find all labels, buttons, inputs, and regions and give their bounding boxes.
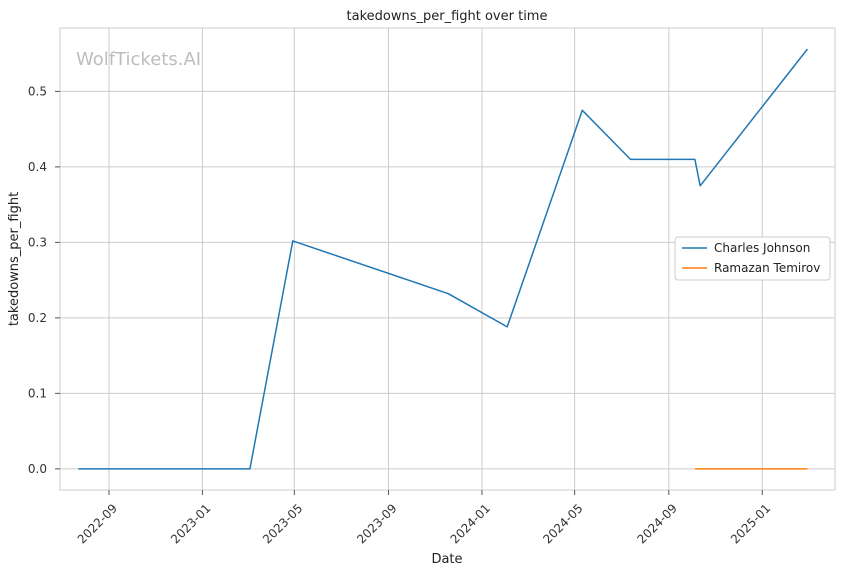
- grid-lines: [60, 28, 835, 490]
- y-tick-label: 0.4: [28, 160, 47, 174]
- plot-frame: [59, 27, 836, 491]
- series-line-charles-johnson: [78, 48, 808, 470]
- y-tick-label: 0.2: [28, 311, 47, 325]
- y-tick-label: 0.5: [28, 84, 47, 98]
- x-axis-label: Date: [431, 552, 462, 567]
- y-tick-label: 0.3: [28, 235, 47, 249]
- chart-title: takedowns_per_fight over time: [347, 9, 548, 24]
- watermark-text: WolfTickets.AI: [76, 49, 201, 70]
- legend: Charles Johnson Ramazan Temirov: [674, 236, 831, 281]
- y-tick-label: 0.0: [28, 462, 47, 476]
- legend-box: [674, 236, 831, 281]
- legend-label-charles-johnson: Charles Johnson: [714, 241, 810, 255]
- series-lines: [78, 48, 808, 470]
- legend-label-ramazan-temirov: Ramazan Temirov: [714, 261, 820, 275]
- y-axis-label: takedowns_per_fight: [7, 192, 22, 326]
- y-tick-labels: 0.0 0.1 0.2 0.3 0.4 0.5: [28, 84, 60, 476]
- y-tick-label: 0.1: [28, 386, 47, 400]
